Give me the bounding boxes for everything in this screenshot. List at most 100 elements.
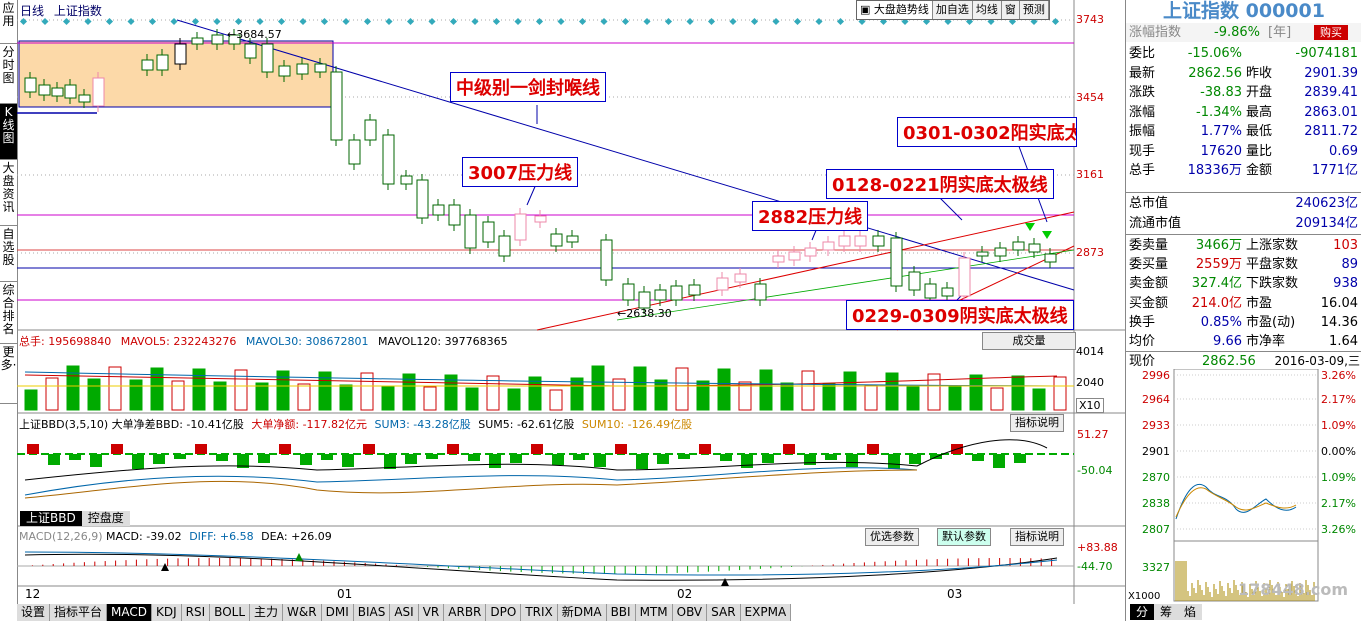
optimal-params-button[interactable]: 优选参数 [865, 528, 919, 546]
trade-row-v1: 3466万 [1195, 238, 1242, 253]
dea-value: DEA: +26.09 [261, 530, 332, 543]
left-vertical-nav: 应用 分时图 K线图 大盘资讯 自选股 综合排名 更多· [0, 0, 18, 604]
indicator-tab-8[interactable]: DMI [322, 604, 354, 621]
volume-bar [843, 371, 857, 411]
left-tab-3[interactable]: 大盘资讯 [0, 160, 17, 226]
toolbar-btn-3[interactable]: 窗 [1002, 1, 1020, 19]
indicator-tab-14[interactable]: TRIX [521, 604, 558, 621]
watermark: 178448.com [1238, 580, 1349, 599]
indicator-tab-7[interactable]: W&R [283, 604, 322, 621]
volume-bar [759, 369, 773, 411]
period-label[interactable]: 日线 [20, 4, 45, 18]
indicator-tab-1[interactable]: 指标平台 [50, 604, 108, 621]
tab-bbd[interactable]: 上证BBD [20, 511, 82, 526]
indicator-tab-11[interactable]: VR [419, 604, 445, 621]
left-tab-5[interactable]: 综合排名 [0, 282, 17, 344]
volume-bar [822, 383, 836, 411]
quote-row-v1: 18336万 [1187, 163, 1242, 178]
diamond-marker [1051, 17, 1060, 26]
left-tab-6[interactable]: 更多· [0, 344, 17, 404]
intraday-mini-chart[interactable]: 2996 3.26% 2964 2.17% 2933 1.09% 2901 0.00% 2870… [1126, 369, 1361, 603]
diamond-marker [234, 17, 243, 26]
diamond-marker [557, 17, 565, 26]
diamond-marker [793, 17, 802, 26]
default-params-button[interactable]: 默认参数 [937, 528, 991, 546]
panel-bottom-tabs: 分筹焰 [1130, 604, 1203, 620]
toolbar-btn-0[interactable]: ▣ 大盘趋势线 [857, 1, 933, 19]
trade-row-l2: 市盈(动) [1246, 314, 1296, 330]
indicator-tab-17[interactable]: MTM [636, 604, 673, 621]
indicator-tab-10[interactable]: ASI [390, 604, 419, 621]
trend-line [536, 211, 1075, 331]
candle [448, 204, 461, 226]
candle [498, 235, 511, 257]
panel-tab-0[interactable]: 分 [1130, 604, 1155, 620]
bbd-bar [615, 444, 627, 454]
bbd-bar [909, 454, 921, 464]
panel-tab-1[interactable]: 筹 [1154, 604, 1179, 620]
bbd-tick: -50.04 [1077, 464, 1113, 477]
bbd-bar [48, 454, 60, 465]
quote-row: 现手 17620 量比 0.69 [1126, 142, 1361, 161]
left-tab-4[interactable]: 自选股 [0, 226, 17, 282]
panel-tab-2[interactable]: 焰 [1178, 604, 1203, 620]
diamond-marker [385, 17, 393, 26]
bbd-help-button[interactable]: 指标说明 [1010, 414, 1064, 432]
mini-left-tick: 2838 [1142, 497, 1170, 510]
indicator-tab-20[interactable]: EXPMA [741, 604, 792, 621]
down-arrow-marker [1042, 231, 1052, 239]
indicator-tab-19[interactable]: SAR [707, 604, 741, 621]
diamond-marker [363, 17, 372, 26]
indicator-tab-18[interactable]: OBV [673, 604, 708, 621]
macd-tick: +83.88 [1077, 541, 1118, 554]
trade-row-v2: 1.64 [1329, 334, 1358, 349]
quote-row-v2: 1771亿 [1311, 163, 1358, 178]
cap-label: 总市值 [1129, 196, 1169, 211]
candle [534, 215, 547, 223]
indicator-tab-9[interactable]: BIAS [354, 604, 391, 621]
diamond-marker [750, 17, 759, 26]
left-tab-2[interactable]: K线图 [0, 104, 17, 160]
buy-button[interactable]: 购买 [1314, 25, 1348, 40]
vol-ma120: MAVOL120: 397768365 [377, 335, 508, 348]
candle [941, 287, 954, 297]
macd-help-button[interactable]: 指标说明 [1010, 528, 1064, 546]
left-tab-0[interactable]: 应用 [0, 0, 17, 44]
candle [838, 235, 851, 247]
indicator-tab-15[interactable]: 新DMA [558, 604, 607, 621]
trade-row-v1: 2559万 [1195, 257, 1242, 273]
now-price: 2862.56 [1202, 354, 1256, 369]
candle [432, 204, 445, 216]
candle [156, 54, 169, 71]
tab-kongpandu[interactable]: 控盘度 [81, 511, 130, 526]
toolbar-btn-2[interactable]: 均线 [973, 1, 1002, 19]
indicator-tab-13[interactable]: DPO [486, 604, 522, 621]
volume-bar [444, 374, 458, 411]
diamond-marker [84, 17, 92, 26]
indicator-tab-4[interactable]: RSI [182, 604, 211, 621]
trade-row-l2: 市盈 [1246, 295, 1273, 311]
left-tab-1[interactable]: 分时图 [0, 44, 17, 104]
quote-row-l1: 涨跌 [1129, 85, 1156, 100]
sub-unit[interactable]: [年] [1268, 25, 1292, 40]
kline-chart[interactable]: ←3684.57 ←2638.30 12 01 02 03 [17, 0, 1125, 604]
indicator-tab-0[interactable]: 设置 [17, 604, 51, 621]
indicator-tab-12[interactable]: ARBR [444, 604, 487, 621]
indicator-tab-16[interactable]: BBI [607, 604, 636, 621]
indicator-tab-2[interactable]: MACD [107, 604, 153, 621]
trade-row-l2: 平盘家数 [1246, 257, 1299, 273]
quote-row-v1: -38.83 [1200, 85, 1242, 100]
quote-row-l1: 委比 [1129, 46, 1156, 61]
indicator-tab-6[interactable]: 主力 [250, 604, 284, 621]
volume-bar [906, 385, 920, 411]
candle [958, 257, 971, 297]
diamond-marker [686, 17, 694, 26]
indicator-tab-5[interactable]: BOLL [210, 604, 251, 621]
toolbar-btn-4[interactable]: 预测 [1020, 1, 1049, 19]
candle [822, 241, 835, 251]
bbd-bar [27, 444, 39, 454]
indicator-tab-3[interactable]: KDJ [152, 604, 182, 621]
bbd-amount: 大单净额: -117.82亿元 [251, 418, 368, 431]
volume-button[interactable]: 成交量 [982, 332, 1076, 350]
toolbar-btn-1[interactable]: 加自选 [933, 1, 973, 19]
